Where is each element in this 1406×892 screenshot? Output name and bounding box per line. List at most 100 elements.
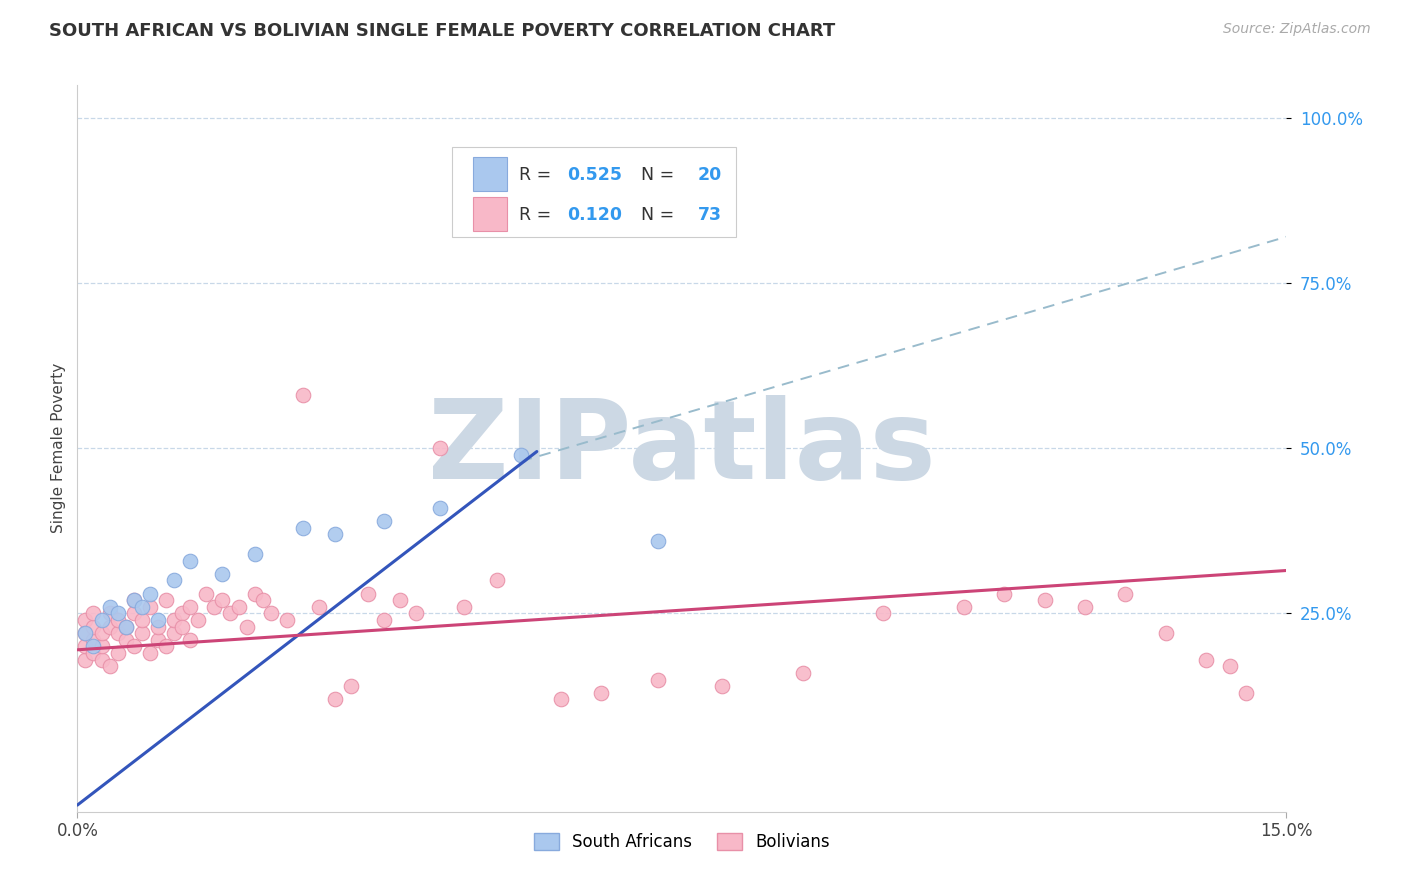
- Point: [114, 620, 136, 634]
- Point: [792, 665, 814, 680]
- Point: [107, 626, 129, 640]
- Point: [179, 632, 201, 647]
- Point: [75, 613, 97, 627]
- Point: [98, 599, 121, 614]
- Point: [260, 607, 283, 621]
- Point: [122, 593, 145, 607]
- Point: [82, 640, 104, 654]
- Point: [139, 646, 162, 660]
- Point: [243, 587, 266, 601]
- Text: Source: ZipAtlas.com: Source: ZipAtlas.com: [1223, 22, 1371, 37]
- Legend: South Africans, Bolivians: South Africans, Bolivians: [527, 826, 837, 858]
- Point: [82, 620, 104, 634]
- Text: N =: N =: [630, 206, 679, 225]
- Point: [146, 613, 169, 627]
- Point: [1234, 686, 1257, 700]
- Point: [373, 514, 395, 528]
- Point: [82, 646, 104, 660]
- Point: [90, 613, 112, 627]
- Point: [550, 692, 572, 706]
- Point: [107, 613, 129, 627]
- Point: [131, 613, 153, 627]
- Point: [131, 599, 153, 614]
- Point: [308, 599, 330, 614]
- Point: [155, 593, 177, 607]
- Point: [195, 587, 218, 601]
- Point: [114, 620, 136, 634]
- Point: [90, 626, 112, 640]
- Point: [107, 607, 129, 621]
- Point: [1033, 593, 1056, 607]
- Point: [163, 626, 186, 640]
- FancyBboxPatch shape: [472, 157, 506, 191]
- Point: [429, 442, 451, 455]
- Point: [219, 607, 242, 621]
- Text: 20: 20: [697, 166, 721, 185]
- Point: [872, 607, 894, 621]
- Point: [1195, 653, 1218, 667]
- Point: [993, 587, 1015, 601]
- Point: [75, 640, 97, 654]
- Point: [107, 646, 129, 660]
- Y-axis label: Single Female Poverty: Single Female Poverty: [51, 363, 66, 533]
- Point: [179, 553, 201, 567]
- Point: [75, 653, 97, 667]
- Point: [98, 659, 121, 673]
- Point: [82, 632, 104, 647]
- Point: [235, 620, 257, 634]
- Point: [98, 607, 121, 621]
- Point: [1074, 599, 1097, 614]
- Point: [163, 613, 186, 627]
- Point: [323, 527, 346, 541]
- Point: [388, 593, 411, 607]
- Text: R =: R =: [519, 206, 557, 225]
- Point: [485, 574, 508, 588]
- Point: [429, 500, 451, 515]
- Point: [711, 679, 734, 693]
- Text: N =: N =: [630, 166, 679, 185]
- Point: [292, 388, 315, 402]
- Point: [211, 566, 233, 581]
- Point: [647, 533, 669, 548]
- Point: [82, 607, 104, 621]
- Point: [252, 593, 274, 607]
- Point: [243, 547, 266, 561]
- Point: [179, 599, 201, 614]
- Point: [405, 607, 427, 621]
- Point: [509, 448, 531, 462]
- Point: [340, 679, 363, 693]
- Point: [202, 599, 225, 614]
- Point: [75, 626, 97, 640]
- Text: 0.525: 0.525: [567, 166, 621, 185]
- Point: [139, 599, 162, 614]
- Text: SOUTH AFRICAN VS BOLIVIAN SINGLE FEMALE POVERTY CORRELATION CHART: SOUTH AFRICAN VS BOLIVIAN SINGLE FEMALE …: [49, 22, 835, 40]
- Point: [90, 640, 112, 654]
- Point: [122, 640, 145, 654]
- Point: [292, 520, 315, 534]
- Point: [1154, 626, 1177, 640]
- Point: [90, 653, 112, 667]
- Point: [211, 593, 233, 607]
- Point: [98, 620, 121, 634]
- Point: [122, 607, 145, 621]
- Point: [146, 632, 169, 647]
- Point: [953, 599, 976, 614]
- Point: [356, 587, 378, 601]
- Point: [647, 673, 669, 687]
- FancyBboxPatch shape: [453, 146, 737, 237]
- Point: [163, 574, 186, 588]
- Point: [139, 587, 162, 601]
- Point: [172, 607, 194, 621]
- Text: ZIPatlas: ZIPatlas: [427, 395, 936, 501]
- Point: [122, 593, 145, 607]
- Text: 73: 73: [697, 206, 721, 225]
- Point: [75, 626, 97, 640]
- Point: [172, 620, 194, 634]
- Point: [373, 613, 395, 627]
- Point: [453, 599, 475, 614]
- Point: [146, 620, 169, 634]
- Point: [591, 686, 613, 700]
- Point: [187, 613, 209, 627]
- Point: [155, 640, 177, 654]
- Point: [131, 626, 153, 640]
